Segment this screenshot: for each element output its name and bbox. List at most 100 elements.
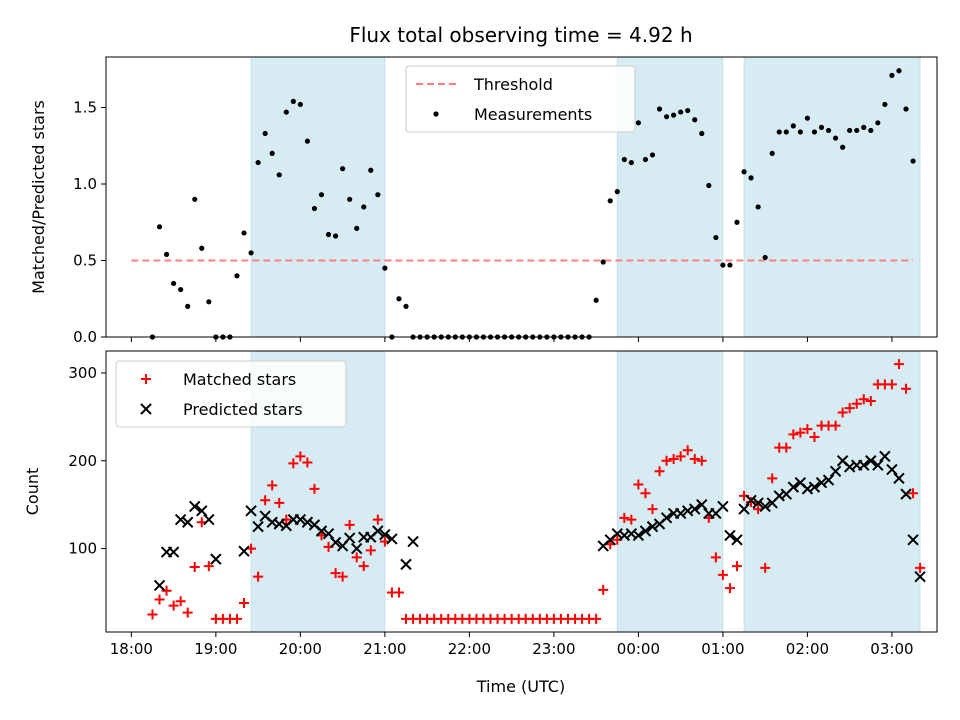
data-point bbox=[347, 196, 353, 202]
y-axis-label: Count bbox=[23, 468, 42, 516]
data-point bbox=[795, 427, 806, 438]
data-point bbox=[290, 98, 296, 104]
data-point bbox=[760, 562, 771, 573]
y-tick-label: 1.0 bbox=[73, 175, 97, 193]
data-point bbox=[175, 596, 186, 607]
x-axis-label: Time (UTC) bbox=[476, 677, 565, 696]
data-point bbox=[797, 129, 803, 135]
data-point bbox=[811, 129, 818, 135]
data-point bbox=[407, 535, 419, 548]
legend-threshold-label: Threshold bbox=[473, 75, 553, 94]
data-point bbox=[868, 127, 874, 134]
data-point bbox=[252, 520, 264, 533]
data-point bbox=[720, 262, 726, 268]
data-point bbox=[231, 613, 242, 624]
data-point bbox=[206, 299, 212, 305]
y-tick-label: 0.5 bbox=[73, 251, 97, 269]
data-point bbox=[851, 398, 862, 409]
data-point bbox=[153, 579, 166, 592]
data-point bbox=[185, 303, 191, 309]
data-point bbox=[815, 477, 828, 489]
data-point bbox=[734, 219, 740, 225]
data-point bbox=[886, 463, 898, 476]
data-point bbox=[330, 568, 341, 579]
data-point bbox=[710, 552, 721, 563]
x-tick-label: 00:00 bbox=[617, 640, 660, 658]
data-point bbox=[661, 455, 672, 466]
data-point bbox=[351, 542, 363, 555]
data-point bbox=[818, 124, 825, 130]
data-point bbox=[685, 107, 691, 114]
data-point bbox=[156, 224, 163, 230]
data-point bbox=[865, 455, 877, 467]
y-tick-label: 1.5 bbox=[73, 98, 97, 116]
data-point bbox=[614, 189, 620, 195]
data-point bbox=[167, 546, 180, 558]
data-point bbox=[893, 472, 905, 485]
data-point bbox=[746, 497, 757, 508]
data-point bbox=[879, 450, 891, 463]
data-point bbox=[914, 570, 926, 583]
data-point bbox=[168, 600, 179, 611]
data-point bbox=[717, 500, 729, 513]
data-point bbox=[276, 172, 282, 178]
data-point bbox=[696, 455, 707, 466]
data-point bbox=[738, 503, 750, 515]
data-point bbox=[901, 383, 912, 394]
data-point bbox=[699, 130, 705, 137]
data-point bbox=[241, 230, 247, 236]
data-point bbox=[663, 114, 670, 120]
data-point bbox=[598, 584, 609, 595]
data-point bbox=[593, 297, 599, 303]
data-point bbox=[161, 585, 172, 596]
data-point bbox=[619, 512, 630, 523]
data-point bbox=[396, 296, 402, 302]
data-point bbox=[825, 127, 832, 134]
x-tick-label: 23:00 bbox=[532, 640, 575, 658]
legend-measurements-swatch bbox=[433, 111, 439, 117]
data-point bbox=[745, 494, 757, 506]
data-point bbox=[854, 127, 860, 134]
data-point bbox=[696, 498, 708, 511]
data-point bbox=[302, 457, 313, 468]
data-point bbox=[311, 205, 318, 212]
data-point bbox=[903, 106, 909, 112]
data-point bbox=[809, 432, 820, 443]
data-point bbox=[889, 72, 895, 78]
data-point bbox=[674, 507, 687, 520]
data-point bbox=[675, 451, 686, 462]
data-point bbox=[199, 245, 205, 251]
data-point bbox=[759, 500, 771, 513]
data-point bbox=[332, 233, 339, 239]
data-point bbox=[621, 156, 627, 163]
data-point bbox=[365, 545, 376, 556]
data-point bbox=[386, 533, 398, 545]
data-point bbox=[626, 514, 637, 525]
data-point bbox=[238, 545, 250, 557]
legend-swatch bbox=[141, 374, 151, 384]
data-point bbox=[607, 198, 613, 204]
data-point bbox=[727, 262, 733, 268]
data-point bbox=[294, 513, 307, 526]
data-point bbox=[295, 451, 306, 462]
x-tick-label: 21:00 bbox=[363, 640, 406, 658]
data-point bbox=[309, 483, 320, 494]
data-point bbox=[178, 286, 184, 293]
observing-span bbox=[743, 350, 921, 633]
data-point bbox=[382, 265, 388, 271]
data-point bbox=[274, 497, 285, 508]
x-tick-label: 19:00 bbox=[194, 640, 237, 658]
legend-label: Predicted stars bbox=[183, 400, 303, 419]
legend-swatch bbox=[140, 403, 152, 415]
y-axis-label: Matched/Predicted stars bbox=[29, 100, 48, 294]
data-point bbox=[248, 250, 254, 256]
data-point bbox=[847, 127, 853, 134]
data-point bbox=[163, 251, 170, 257]
data-point bbox=[154, 594, 165, 605]
data-point bbox=[147, 609, 158, 620]
data-point bbox=[358, 561, 369, 572]
data-point bbox=[181, 516, 194, 528]
data-point bbox=[837, 407, 848, 418]
legend-measurements-label: Measurements bbox=[474, 105, 592, 124]
data-point bbox=[297, 101, 303, 108]
